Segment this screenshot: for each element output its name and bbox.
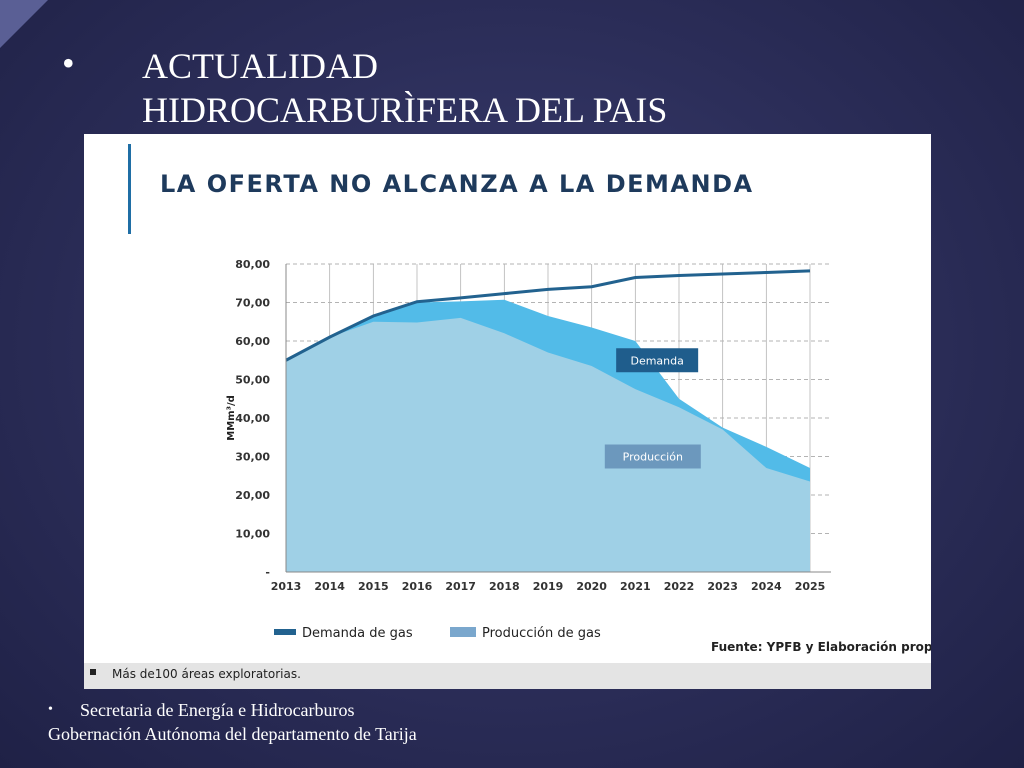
y-tick-label: 20,00 (235, 489, 270, 502)
y-tick-label: 40,00 (235, 412, 270, 425)
title-bullet: • (62, 43, 75, 83)
annotation-box (616, 348, 699, 373)
chart-panel: LA OFERTA NO ALCANZA A LA DEMANDA - 10,00… (84, 134, 931, 689)
y-tick-label: 80,00 (235, 258, 270, 271)
legend-label: Demanda de gas (302, 626, 413, 641)
x-tick-label: 2020 (576, 580, 607, 593)
footer-bullet: • (48, 702, 53, 717)
x-tick-label: 2025 (795, 580, 826, 593)
annotation-label: Producción (623, 451, 683, 464)
y-tick-label: 50,00 (235, 374, 270, 387)
x-tick-label: 2019 (533, 580, 564, 593)
annotation-label: Demanda (630, 354, 683, 367)
y-tick-label: 70,00 (235, 297, 270, 310)
slide-title: ACTUALIDAD HIDROCARBURÌFERA DEL PAIS (142, 44, 962, 132)
legend-label: Producción de gas (482, 626, 601, 641)
corner-decoration (0, 0, 48, 48)
y-tick-label: 60,00 (235, 335, 270, 348)
x-tick-label: 2016 (402, 580, 433, 593)
bottom-note: Más de100 áreas exploratorias. (112, 667, 301, 681)
gas-chart: - 10,00 20,00 30,00 40,00 50,00 60,00 70,00 80,0… (226, 258, 931, 654)
slide-title-line-2: HIDROCARBURÌFERA DEL PAIS (142, 90, 668, 130)
legend-swatch (450, 627, 476, 637)
square-bullet-icon (90, 669, 96, 675)
x-tick-label: 2021 (620, 580, 651, 593)
y-tick-label: 10,00 (235, 528, 270, 541)
y-tick-label: - (265, 566, 270, 579)
x-tick-label: 2023 (707, 580, 738, 593)
chart-title: LA OFERTA NO ALCANZA A LA DEMANDA (160, 170, 754, 198)
x-tick-label: 2015 (358, 580, 389, 593)
accent-bar (128, 144, 131, 234)
y-tick-label: 30,00 (235, 451, 270, 464)
x-tick-label: 2014 (314, 580, 345, 593)
slide-title-line-1: ACTUALIDAD (142, 46, 378, 86)
production-area (286, 317, 810, 572)
demand-line (285, 269, 811, 362)
bottom-note-strip: Más de100 áreas exploratorias. (84, 663, 931, 689)
source-note: Fuente: YPFB y Elaboración propia (711, 640, 931, 654)
x-tick-label: 2017 (445, 580, 476, 593)
x-tick-label: 2024 (751, 580, 782, 593)
annotation-box (604, 444, 701, 469)
footer-line-1: • Secretaria de Energía e Hidrocarburos (48, 698, 417, 722)
x-tick-label: 2022 (664, 580, 695, 593)
y-axis-label: MMm³/d (226, 395, 237, 441)
footer-line-2: Gobernación Autónoma del departamento de… (48, 724, 417, 744)
x-tick-label: 2013 (271, 580, 302, 593)
x-tick-label: 2018 (489, 580, 520, 593)
legend-swatch (274, 629, 296, 635)
footer: • Secretaria de Energía e Hidrocarburos G… (48, 698, 417, 746)
footer-line-1-text: Secretaria de Energía e Hidrocarburos (80, 700, 355, 720)
